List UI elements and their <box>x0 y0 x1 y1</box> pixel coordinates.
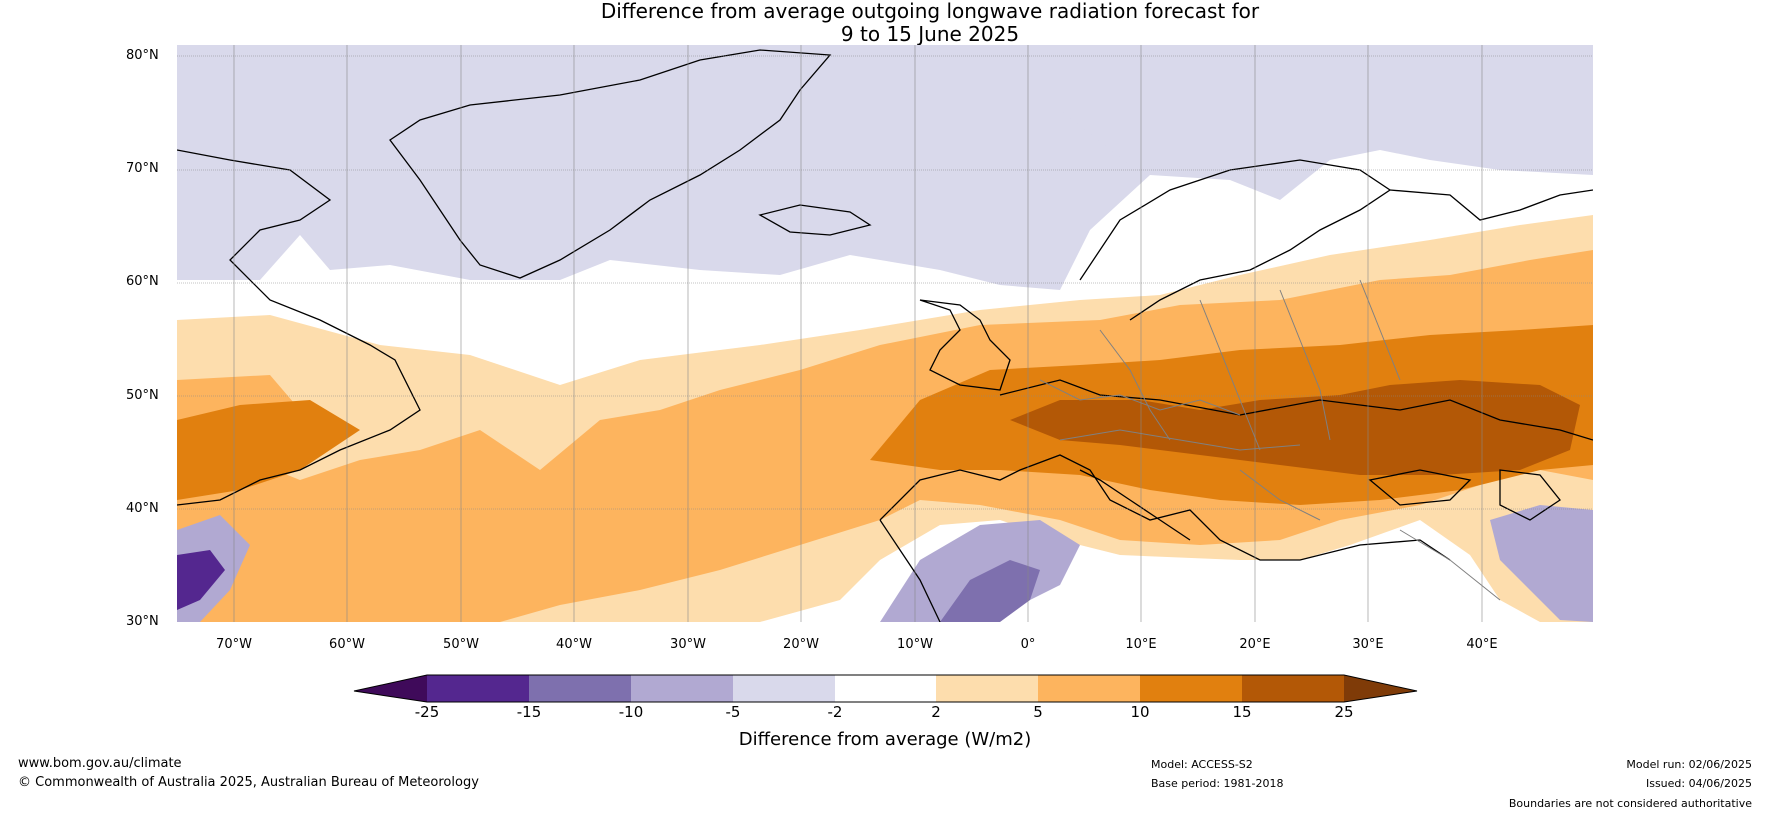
copyright-notice: © Commonwealth of Australia 2025, Austra… <box>18 775 479 790</box>
colorbar-bin <box>427 675 529 702</box>
lat-label: 30°N <box>126 614 159 629</box>
title-line-1: Difference from average outgoing longwav… <box>600 0 1260 23</box>
lat-label: 50°N <box>126 388 159 403</box>
boundaries-disclaimer: Boundaries are not considered authoritat… <box>1508 797 1752 810</box>
colorbar-outline <box>353 674 1418 703</box>
colorbar-bin <box>733 675 835 702</box>
colorbar-extend-low <box>354 675 427 702</box>
lon-label: 0° <box>1020 637 1036 652</box>
base-period: Base period: 1981-2018 <box>1151 777 1284 790</box>
colorbar-tick: 10 <box>1130 703 1150 721</box>
colorbar-tick: -2 <box>827 703 843 721</box>
negative-anomaly-southwest-strong <box>177 550 225 610</box>
colorbar-extend-high <box>1344 675 1417 702</box>
lon-label: 20°E <box>1239 637 1271 652</box>
negative-anomaly-arctic-2 <box>1060 80 1560 175</box>
colorbar-tick: -5 <box>725 703 741 721</box>
colorbar-tick: 15 <box>1232 703 1252 721</box>
lon-label: 30°E <box>1352 637 1384 652</box>
colorbar-tick: -25 <box>414 703 440 721</box>
positive-anomaly-10-15 <box>177 400 360 500</box>
colorbar-tick: -15 <box>516 703 542 721</box>
positive-anomaly-5-10 <box>177 250 1593 622</box>
colorbar-bin <box>1038 675 1140 702</box>
negative-anomaly-north-africa-strong <box>940 560 1040 622</box>
colorbar-bin <box>631 675 733 702</box>
lon-label: 20°W <box>783 637 819 652</box>
website-link[interactable]: www.bom.gov.au/climate <box>18 756 182 771</box>
lat-label: 70°N <box>126 161 159 176</box>
colorbar-label: Difference from average (W/m2) <box>738 729 1032 750</box>
lon-label: 30°W <box>670 637 706 652</box>
colorbar-bin <box>835 675 936 702</box>
colorbar-bin <box>529 675 631 702</box>
colorbar-bin <box>1242 675 1344 702</box>
map-field <box>177 45 1593 622</box>
positive-anomaly-15-25 <box>1010 380 1580 475</box>
lat-label: 60°N <box>126 274 159 289</box>
colorbar-bin <box>936 675 1038 702</box>
colorbar-tick: 25 <box>1334 703 1354 721</box>
colorbar-bin <box>1140 675 1242 702</box>
model-run-date: Model run: 02/06/2025 <box>1626 758 1752 771</box>
lat-label: 80°N <box>126 48 159 63</box>
model-name: Model: ACCESS-S2 <box>1151 758 1253 771</box>
lat-label: 40°N <box>126 501 159 516</box>
issued-date: Issued: 04/06/2025 <box>1645 777 1752 790</box>
graticule <box>177 45 1593 622</box>
lon-label: 70°W <box>216 637 252 652</box>
lon-label: 10°W <box>897 637 933 652</box>
colorbar <box>353 674 1418 703</box>
lon-label: 40°W <box>556 637 592 652</box>
lon-label: 40°E <box>1466 637 1498 652</box>
colorbar-tick: -10 <box>618 703 644 721</box>
map-title: Difference from average outgoing longwav… <box>0 0 1770 46</box>
colorbar-tick: 5 <box>1033 703 1043 721</box>
country-borders <box>1039 279 1501 601</box>
coastlines <box>177 49 1593 622</box>
colorbar-tick: 2 <box>931 703 941 721</box>
title-line-2: 9 to 15 June 2025 <box>840 22 1020 46</box>
lon-label: 10°E <box>1125 637 1157 652</box>
negative-anomaly-middle-east <box>1490 505 1593 622</box>
lon-label: 50°W <box>443 637 479 652</box>
lon-label: 60°W <box>329 637 365 652</box>
